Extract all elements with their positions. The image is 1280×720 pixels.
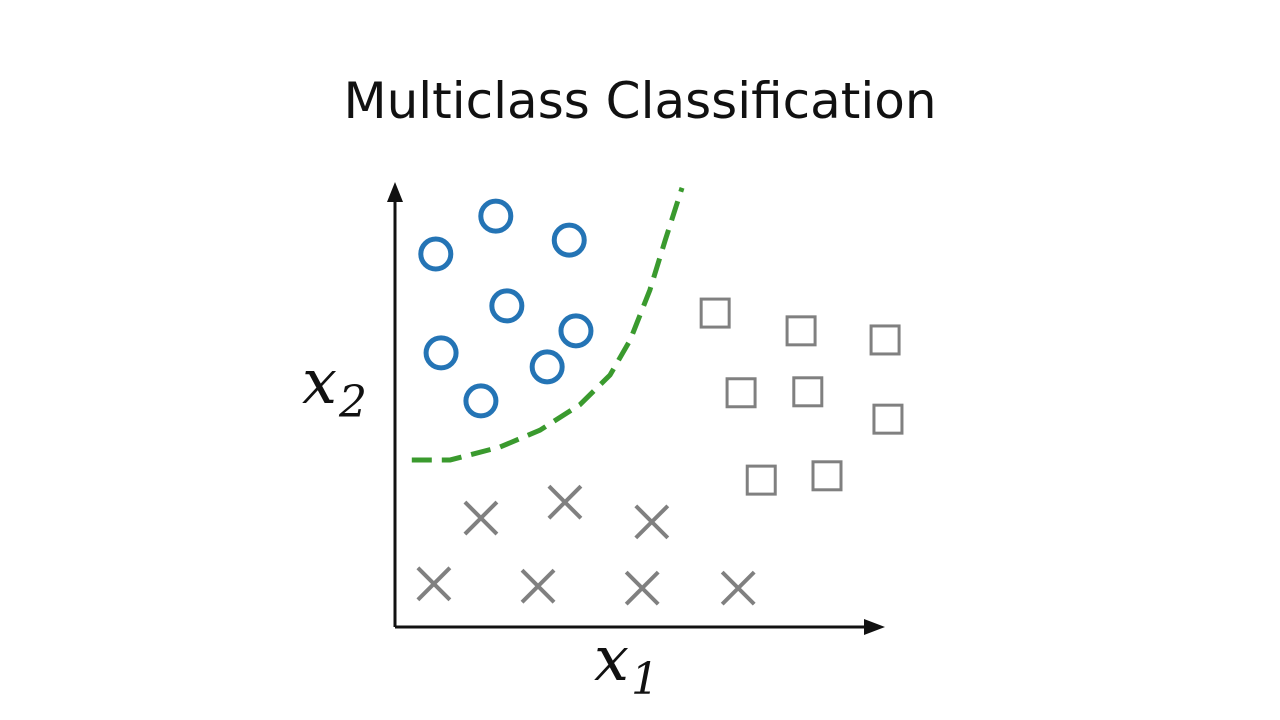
x-point: [416, 566, 452, 602]
square-point: [699, 297, 731, 329]
x-point: [463, 500, 499, 536]
circle-point: [558, 313, 594, 349]
circle-point: [418, 236, 454, 272]
x-axis-label: x1: [594, 622, 659, 705]
circle-point: [551, 222, 587, 258]
x-axis-arrow-icon: [864, 619, 885, 635]
x-point: [720, 570, 756, 606]
slide-title: Multiclass Classification: [343, 72, 937, 130]
square-point: [869, 324, 901, 356]
square-point: [785, 315, 817, 347]
circle-point: [478, 198, 514, 234]
y-axis-label: x2: [302, 345, 367, 428]
x-point: [634, 504, 670, 540]
square-point: [872, 403, 904, 435]
x-point: [520, 568, 556, 604]
y-axis-arrow-icon: [387, 182, 403, 202]
x-point: [624, 570, 660, 606]
square-point: [745, 464, 777, 496]
square-point: [792, 376, 824, 408]
circle-point: [489, 288, 525, 324]
circle-point: [423, 335, 459, 371]
decision-boundary: [411, 187, 685, 463]
circle-point: [529, 349, 565, 385]
circle-point: [463, 383, 499, 419]
x-point: [547, 484, 583, 520]
square-point: [811, 460, 843, 492]
square-point: [725, 377, 757, 409]
